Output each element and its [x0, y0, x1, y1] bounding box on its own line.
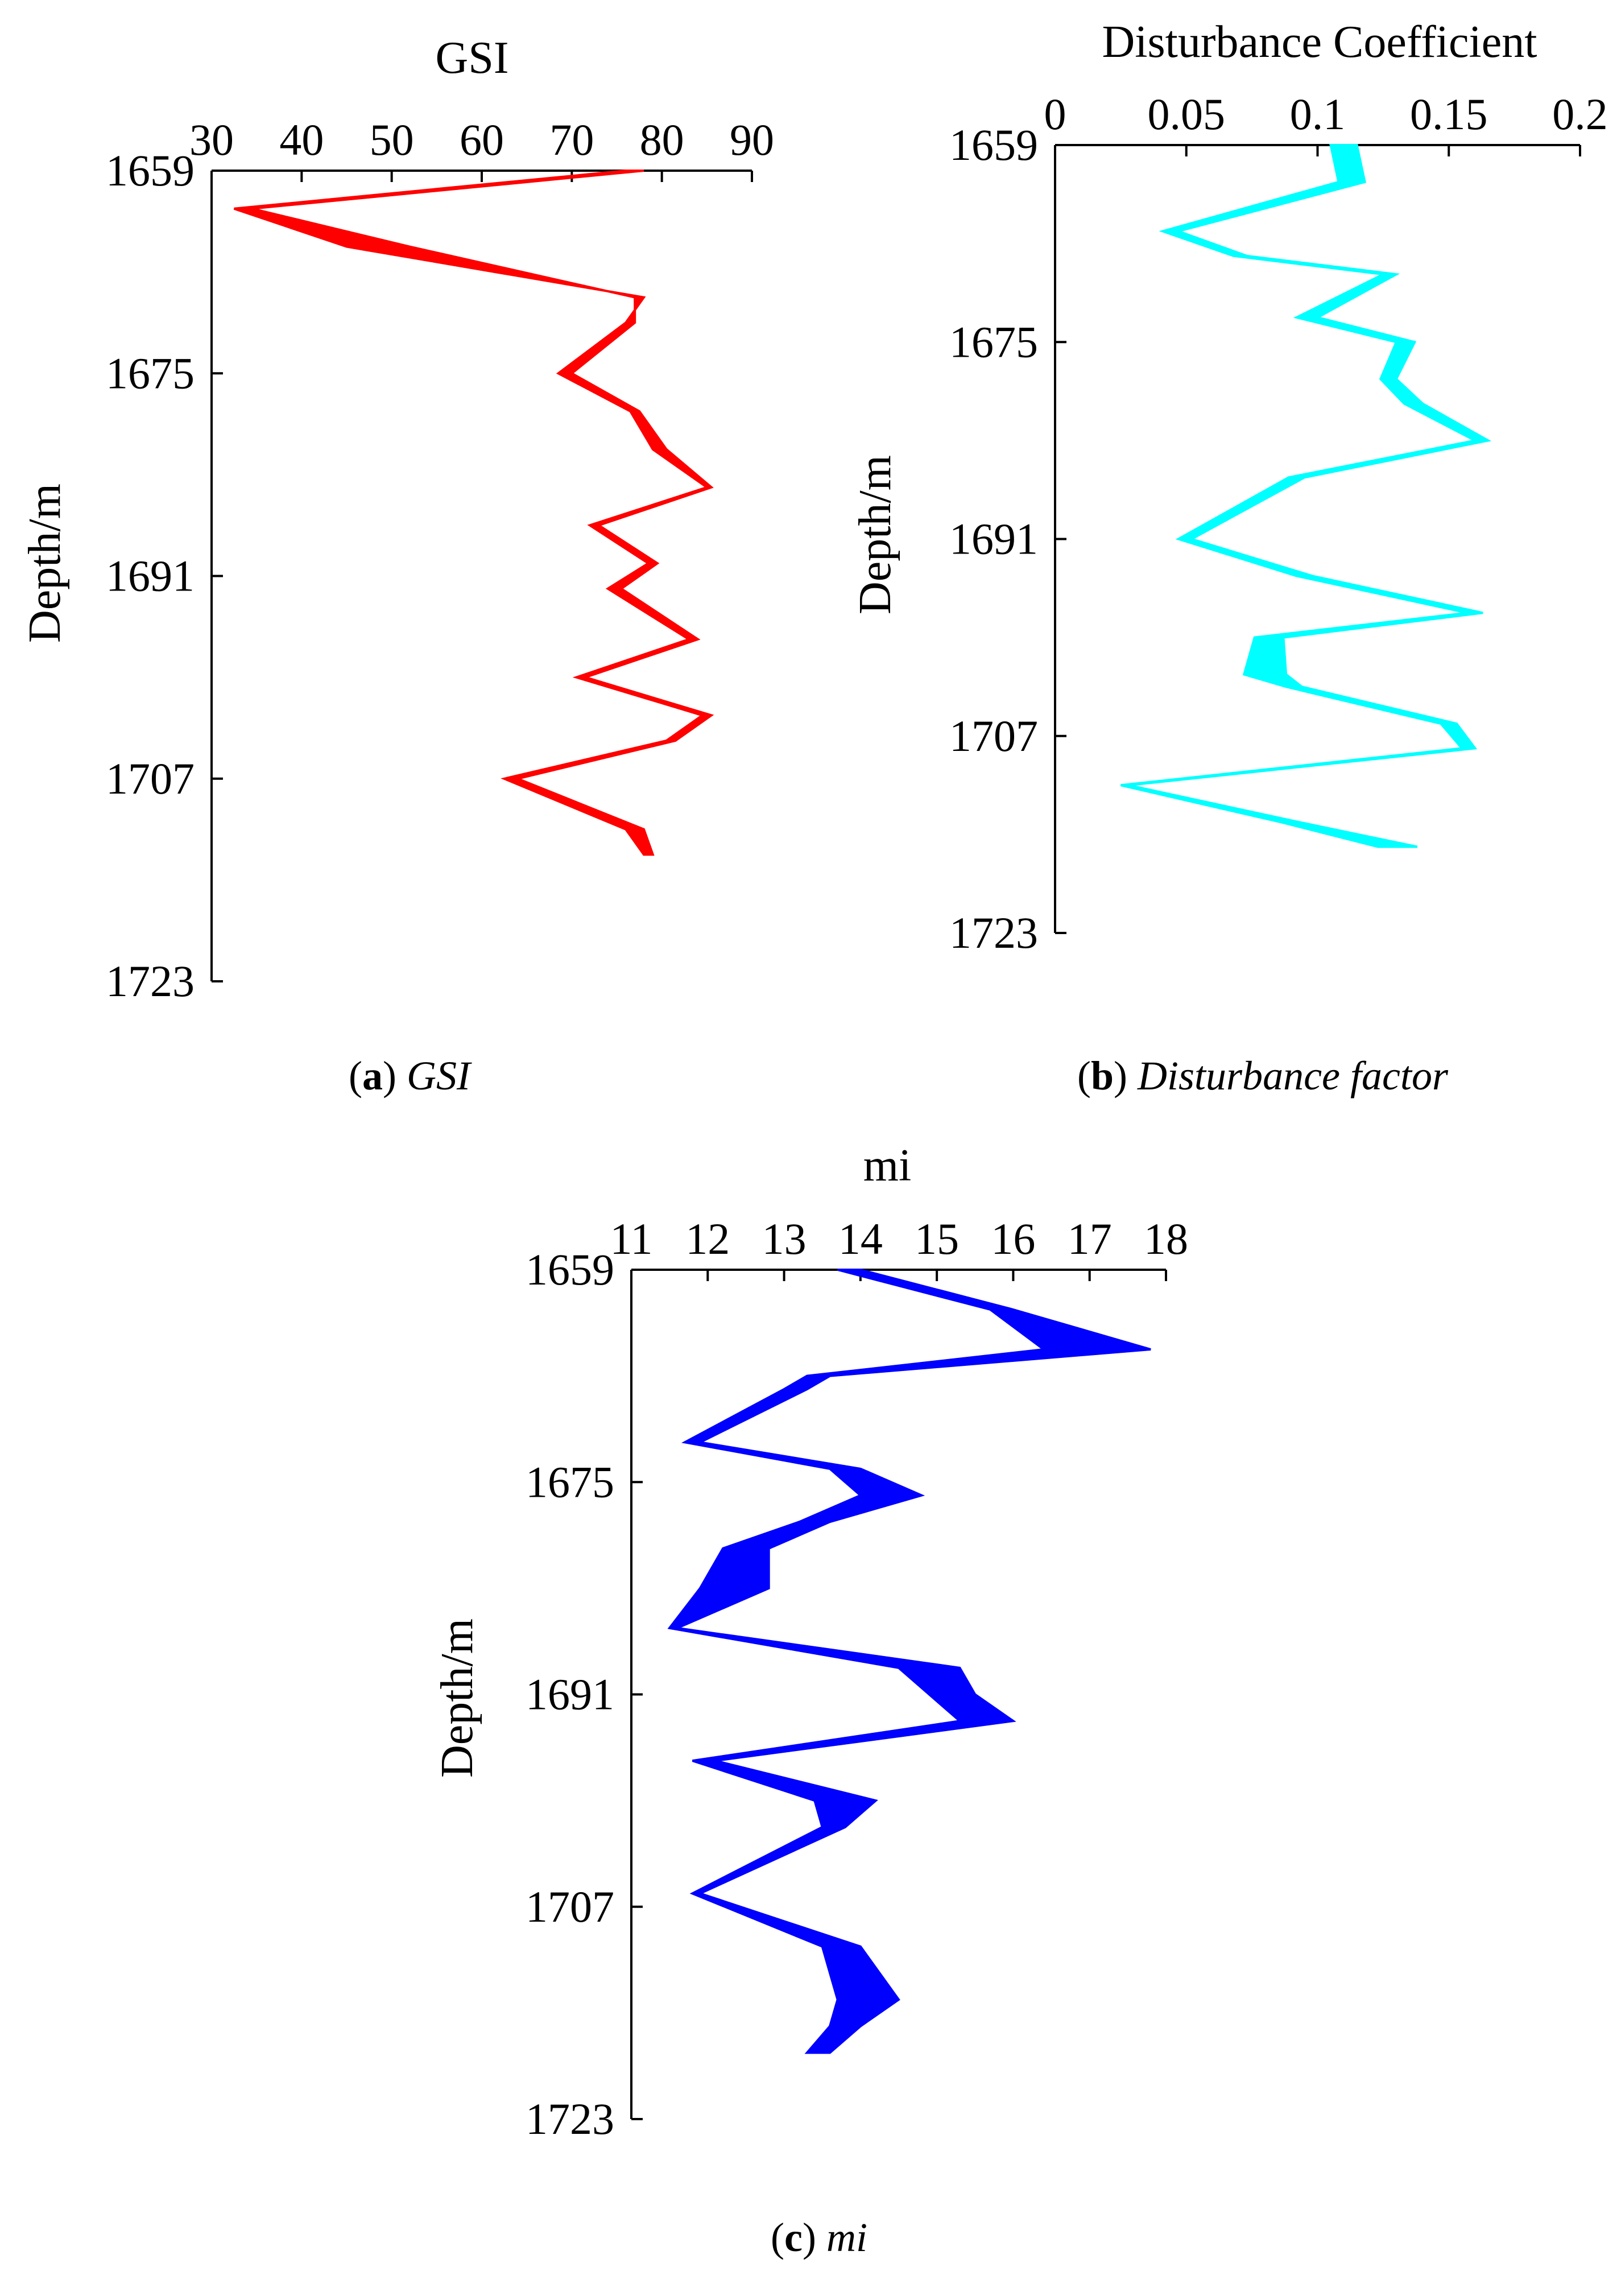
- panel-a-y-tick-label: 1707: [106, 754, 195, 803]
- panel-b: 0 0.05 0.1 0.15 0.2 1659 1675 1691 1707 1723 Dis…: [850, 17, 1608, 1099]
- panel-b-y-axis-title: Depth/m: [850, 455, 900, 614]
- panel-a-x-tick-label: 40: [279, 115, 324, 164]
- panel-a-y-tick-label: 1723: [106, 956, 195, 1006]
- panel-c-x-tick-label: 12: [685, 1214, 730, 1263]
- panel-b-y-tick-label: 1723: [949, 908, 1038, 957]
- panel-a-y-tick-label: 1675: [106, 348, 195, 398]
- panel-b-x-tick-label: 0: [1044, 89, 1066, 139]
- panel-a-x-tick-label: 60: [460, 115, 504, 164]
- panel-c-caption-text: mi: [826, 2215, 867, 2260]
- panel-b-x-tick-label: 0.1: [1290, 89, 1346, 139]
- panel-a-x-tick-label: 80: [640, 115, 684, 164]
- panel-c-x-tick-label: 11: [610, 1214, 652, 1263]
- panel-c-caption-letter: c: [784, 2215, 803, 2260]
- panel-c-x-tick-label: 18: [1144, 1214, 1188, 1263]
- panel-c-x-tick-label: 14: [838, 1214, 883, 1263]
- panel-b-y-tick-label: 1691: [949, 514, 1038, 564]
- panel-a-caption: (a) GSI: [349, 1053, 472, 1099]
- panel-c-data-band: [667, 1269, 1151, 2054]
- panel-c-y-tick-label: 1707: [526, 1882, 614, 1931]
- panel-a-caption-letter: a: [362, 1053, 383, 1099]
- panel-b-y-tick-label: 1659: [949, 120, 1038, 170]
- panel-c-y-tick-label: 1723: [526, 2094, 614, 2144]
- panel-c-caption: (c) mi: [771, 2215, 867, 2260]
- panel-c-y-tick-label: 1691: [526, 1670, 614, 1719]
- panel-c-x-tick-label: 16: [991, 1214, 1035, 1263]
- panel-b-x-tick-label: 0.15: [1410, 89, 1488, 139]
- panel-a-x-tick-label: 70: [549, 115, 594, 164]
- panel-c-y-axis-title: Depth/m: [432, 1618, 482, 1778]
- panel-b-caption: (b) Disturbance factor: [1077, 1053, 1449, 1099]
- panel-a-x-axis-title: GSI: [436, 33, 509, 83]
- panel-c: 11 12 13 14 15 16 17 18 1659 1675 1691 1707 1723 mi…: [432, 1141, 1188, 2260]
- panel-b-x-tick-label: 0.05: [1148, 89, 1226, 139]
- panel-c-y-tick-label: 1659: [526, 1245, 614, 1294]
- panel-c-x-tick-label: 17: [1068, 1214, 1112, 1263]
- panel-a-caption-text: GSI: [407, 1053, 472, 1099]
- panel-a-y-tick-label: 1659: [106, 146, 195, 195]
- panel-c-x-tick-label: 13: [762, 1214, 807, 1263]
- panel-a-y-tick-label: 1691: [106, 551, 195, 601]
- panel-a-data-band: [233, 170, 714, 856]
- panel-c-x-axis-title: mi: [863, 1141, 911, 1191]
- panel-a-x-tick-label: 90: [730, 115, 774, 164]
- panel-c-y-tick-label: 1675: [526, 1457, 614, 1506]
- panel-c-x-tick-label: 15: [915, 1214, 959, 1263]
- panel-a-x-tick-label: 30: [189, 115, 234, 164]
- panel-b-y-tick-label: 1707: [949, 711, 1038, 761]
- panel-b-x-tick-label: 0.2: [1552, 89, 1608, 139]
- panel-b-y-tick-label: 1675: [949, 317, 1038, 366]
- panel-a-x-tick-label: 50: [370, 115, 414, 164]
- panel-a-y-axis-title: Depth/m: [20, 484, 70, 643]
- panel-b-x-axis-title: Disturbance Coefficient: [1102, 17, 1537, 67]
- panel-b-caption-letter: b: [1091, 1053, 1114, 1099]
- panel-b-data-band: [1120, 144, 1492, 848]
- panel-b-caption-text: Disturbance factor: [1137, 1053, 1449, 1099]
